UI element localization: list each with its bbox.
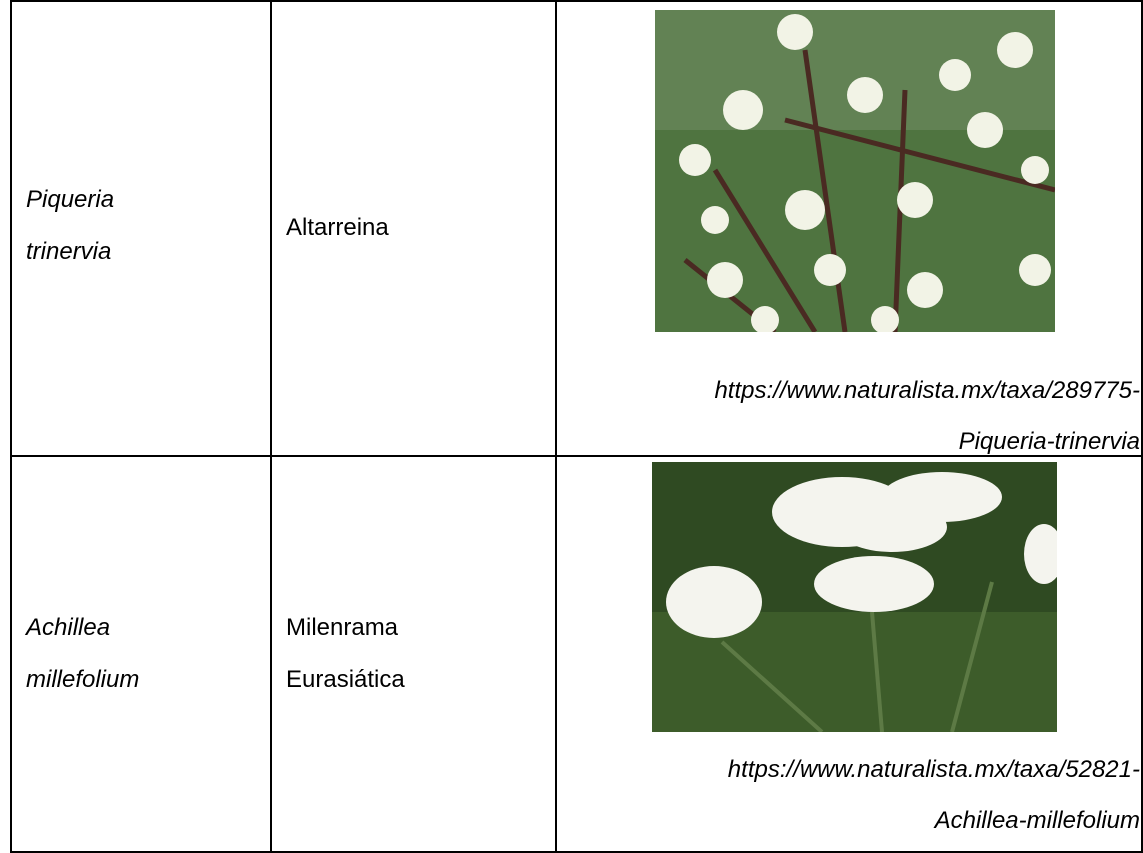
- plant-photo: [655, 10, 1055, 332]
- text-line: Altarreina: [286, 214, 389, 241]
- plant-photo: [652, 462, 1057, 732]
- text-line: millefolium: [26, 666, 140, 693]
- scientific-name: Achillea millefolium: [26, 602, 139, 706]
- table-border: [10, 0, 1143, 2]
- scientific-name: Piqueria trinervia: [26, 174, 114, 278]
- common-name: Milenrama Eurasiática: [286, 602, 405, 706]
- text-line: Milenrama: [286, 614, 399, 641]
- text-line: https://www.naturalista.mx/taxa/52821-: [727, 756, 1140, 783]
- column-separator: [270, 0, 272, 853]
- source-url: https://www.naturalista.mx/taxa/52821- A…: [728, 744, 1140, 846]
- source-url: https://www.naturalista.mx/taxa/289775- …: [714, 365, 1140, 467]
- common-name: Altarreina: [286, 202, 389, 254]
- table-border: [1141, 0, 1143, 853]
- text-line: Piqueria-trinervia: [958, 428, 1140, 455]
- table-border: [10, 851, 1143, 853]
- text-line: Achillea-millefolium: [934, 807, 1140, 834]
- text-line: https://www.naturalista.mx/taxa/289775-: [714, 377, 1140, 404]
- text-line: Achillea: [26, 614, 111, 641]
- text-line: trinervia: [26, 238, 112, 265]
- row-separator: [10, 455, 1143, 457]
- column-separator: [555, 0, 557, 853]
- table-border: [10, 0, 12, 853]
- text-line: Piqueria: [26, 186, 115, 213]
- text-line: Eurasiática: [286, 666, 405, 693]
